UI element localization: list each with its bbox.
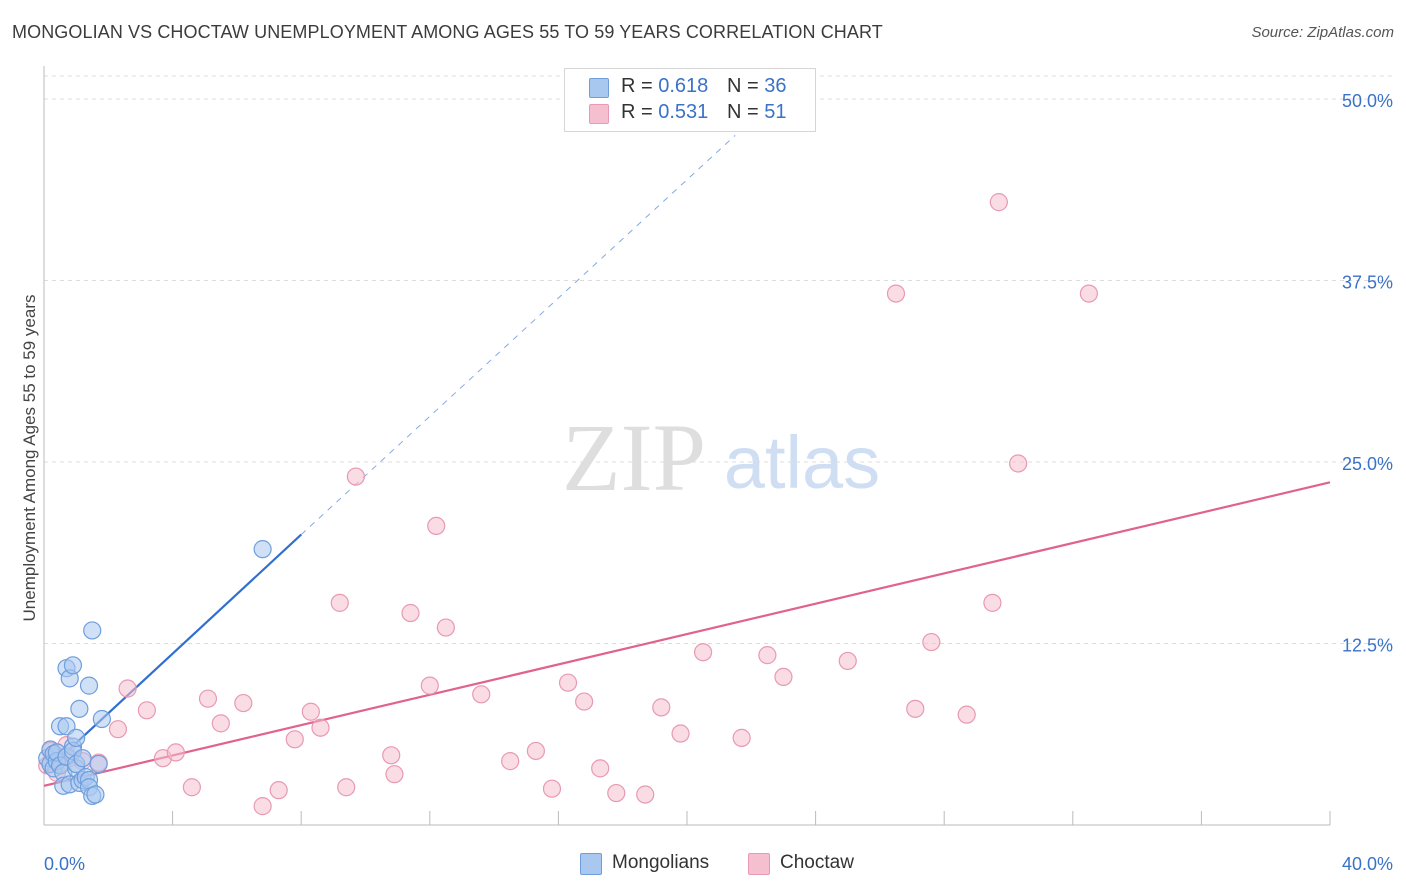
mongolians-trend-extension — [300, 134, 736, 535]
choctaw-legend-swatch — [748, 853, 770, 875]
watermark-atlas: atlas — [724, 421, 880, 504]
choctaw-trend-line — [43, 481, 1331, 787]
choctaw-swatch — [589, 104, 609, 124]
grid-layer — [44, 75, 1395, 645]
choctaw-point — [382, 746, 401, 765]
mongolians-legend-label: Mongolians — [612, 852, 710, 873]
choctaw-point — [285, 730, 304, 749]
mongolians-point — [67, 728, 86, 747]
mongolians-n: N = 36 — [727, 75, 787, 97]
watermark-zip: ZIP — [562, 404, 706, 511]
choctaw-point — [922, 632, 941, 652]
choctaw-point — [607, 783, 626, 803]
choctaw-point — [108, 720, 128, 739]
mongolians-point — [63, 656, 83, 675]
choctaw-legend-label: Choctaw — [780, 852, 854, 873]
choctaw-point — [234, 693, 253, 713]
choctaw-point — [472, 685, 491, 704]
mongolians-trend-line — [43, 533, 302, 774]
choctaw-point — [636, 785, 655, 804]
choctaw-point — [198, 689, 218, 708]
axis-layer — [43, 66, 1331, 826]
choctaw-point — [1079, 284, 1098, 303]
choctaw-point — [301, 702, 320, 721]
choctaw-r: R = 0.531 — [621, 101, 709, 123]
choctaw-point — [838, 651, 857, 671]
choctaw-point — [693, 643, 713, 662]
choctaw-point — [575, 692, 594, 711]
choctaw-point — [732, 728, 751, 747]
y-tick-label: 25.0% — [1342, 454, 1393, 474]
choctaw-point — [558, 673, 578, 692]
x-tick-label-min: 0.0% — [44, 854, 85, 874]
correlation-legend: R = 0.618 N = 36 R = 0.531 N = 51 — [564, 68, 816, 132]
choctaw-point — [983, 593, 1002, 612]
choctaw-point — [269, 781, 288, 800]
source-label: Source: ZipAtlas.com — [1251, 24, 1394, 41]
choctaw-point — [118, 679, 137, 698]
mongolians-swatch — [589, 78, 609, 98]
mongolians-point — [57, 717, 76, 736]
choctaw-point — [427, 516, 446, 536]
choctaw-point — [420, 676, 439, 695]
chart-title: MONGOLIAN VS CHOCTAW UNEMPLOYMENT AMONG … — [12, 22, 883, 42]
mongolians-r: R = 0.618 — [621, 75, 709, 97]
mongolians-point — [79, 676, 99, 695]
choctaw-point — [774, 667, 793, 687]
choctaw-point — [330, 593, 349, 612]
y-tick-label: 37.5% — [1342, 273, 1393, 293]
data-points — [38, 193, 1098, 816]
choctaw-point — [182, 778, 201, 797]
choctaw-point — [385, 765, 404, 784]
choctaw-point — [1009, 454, 1028, 473]
watermark: ZIP atlas — [562, 404, 880, 511]
choctaw-n: N = 51 — [727, 101, 787, 123]
choctaw-point — [346, 467, 365, 486]
choctaw-point — [166, 743, 185, 762]
choctaw-point — [886, 284, 906, 303]
tick-labels: 12.5% 25.0% 37.5% 50.0% 0.0% 40.0% — [44, 91, 1393, 874]
choctaw-point — [526, 741, 545, 761]
trend-lines — [43, 134, 1331, 787]
choctaw-point — [401, 603, 420, 623]
x-tick-label-max: 40.0% — [1342, 854, 1393, 874]
choctaw-point — [591, 759, 610, 778]
choctaw-point — [211, 714, 230, 733]
choctaw-point — [758, 646, 777, 665]
mongolians-point — [253, 540, 272, 559]
mongolians-point — [73, 749, 92, 768]
choctaw-point — [989, 193, 1008, 212]
choctaw-point — [671, 724, 690, 743]
mongolians-point — [83, 621, 102, 640]
y-tick-label: 12.5% — [1342, 636, 1393, 656]
choctaw-point — [137, 701, 156, 720]
choctaw-point — [652, 698, 671, 717]
choctaw-point — [542, 779, 562, 798]
choctaw-point — [311, 718, 330, 737]
choctaw-point — [906, 699, 925, 718]
mongolians-point — [92, 709, 111, 729]
choctaw-point — [337, 778, 356, 797]
choctaw-point — [253, 797, 272, 816]
choctaw-point — [957, 705, 976, 724]
choctaw-point — [501, 752, 520, 771]
mongolians-point — [89, 754, 108, 774]
y-tick-label: 50.0% — [1342, 91, 1393, 111]
mongolians-point — [70, 699, 89, 718]
mongolians-legend-swatch — [580, 853, 602, 875]
choctaw-point — [436, 618, 455, 637]
mongolians-point — [86, 785, 105, 804]
